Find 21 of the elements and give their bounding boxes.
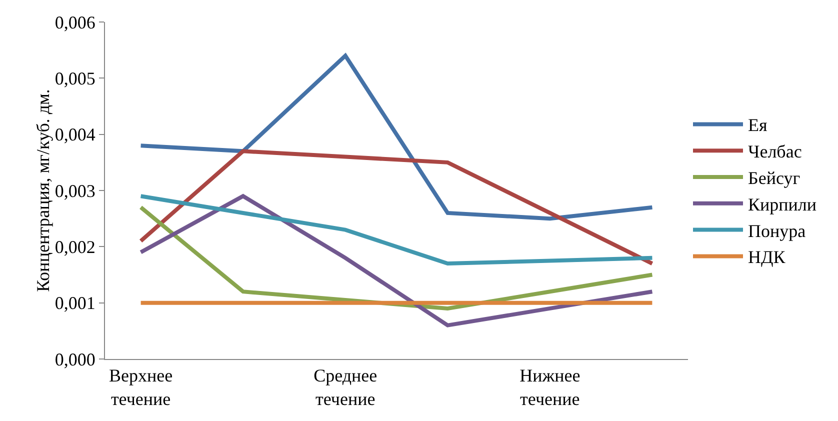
line-series — [138, 54, 654, 221]
legend-label: Челбас — [748, 142, 802, 162]
line-series — [138, 149, 654, 266]
y-tick-label: 0,006 — [54, 12, 96, 32]
y-tick-label: 0,000 — [54, 349, 96, 370]
y-tick-label: 0,005 — [54, 68, 96, 88]
line-series — [138, 194, 654, 266]
x-tick-label: Среднее течение — [314, 366, 378, 409]
legend-label: НДК — [748, 247, 786, 268]
y-axis-title: Концентрация, мг/куб. дм. — [32, 89, 53, 292]
legend-label: Ея — [748, 115, 768, 136]
y-tick-label: 0,003 — [54, 180, 96, 201]
line-series — [138, 194, 654, 328]
y-tick-label: 0,002 — [54, 236, 96, 257]
y-tick-label: 0,001 — [54, 293, 96, 314]
legend-label: Понура — [748, 220, 806, 241]
legend-label: Кирпили — [748, 194, 817, 214]
x-tick-label: Верхнее течение — [108, 366, 173, 409]
x-tick-label: Нижнее течение — [520, 366, 580, 409]
legend-label: Бейсуг — [748, 168, 800, 188]
y-tick-label: 0,004 — [54, 124, 96, 145]
